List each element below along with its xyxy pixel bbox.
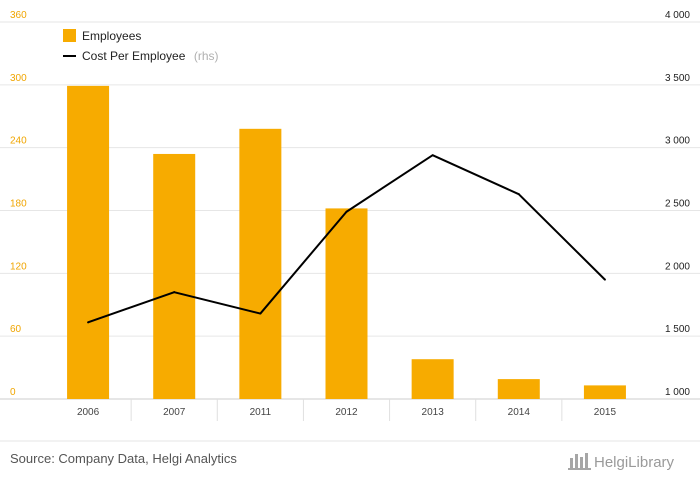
library-icon: [568, 453, 591, 470]
line-series: [87, 154, 606, 324]
y-left-tick-label: 0: [10, 387, 16, 398]
legend-label-cost-name: Cost Per Employee: [82, 49, 186, 63]
bar-employees: [583, 385, 626, 399]
line-point-cost-per-employee: [173, 291, 176, 294]
y-right-tick-label: 3 500: [665, 73, 690, 84]
y-right-tick-label: 4 000: [665, 10, 690, 21]
y-left-tick-label: 360: [10, 10, 27, 21]
y-right-tick-label: 3 000: [665, 136, 690, 147]
legend-swatch-employees: [63, 29, 76, 42]
grid: [0, 21, 700, 421]
line-point-cost-per-employee: [431, 154, 434, 157]
brand-logo: HelgiLibrary: [568, 453, 675, 471]
x-tick-label: 2007: [163, 407, 186, 418]
bar-employees: [67, 85, 110, 399]
y-right-tick-label: 2 000: [665, 261, 690, 272]
x-tick-label: 2013: [422, 407, 445, 418]
y-right-tick-label: 1 000: [665, 387, 690, 398]
line-point-cost-per-employee: [259, 312, 262, 315]
y-left-tick-label: 60: [10, 324, 22, 335]
bars: [67, 85, 626, 400]
legend-label-cost: Cost Per Employee (rhs): [82, 47, 219, 64]
bar-employees: [239, 128, 282, 400]
source-note: Source: Company Data, Helgi Analytics: [10, 451, 237, 466]
legend: Employees Cost Per Employee (rhs): [63, 29, 219, 64]
y-right-tick-label: 1 500: [665, 324, 690, 335]
legend-label-cost-note: (rhs): [194, 49, 219, 63]
y-left-tick-label: 300: [10, 73, 27, 84]
brand-name: HelgiLibrary: [594, 454, 675, 471]
bar-employees: [497, 379, 540, 399]
bar-employees: [411, 359, 454, 399]
y-left-tick-label: 240: [10, 136, 27, 147]
line-point-cost-per-employee: [345, 210, 348, 213]
y-left-tick-label: 180: [10, 199, 27, 210]
y-left-tick-label: 120: [10, 261, 27, 272]
bar-employees: [153, 153, 196, 399]
line-point-cost-per-employee: [603, 278, 606, 281]
x-tick-label: 2012: [335, 407, 358, 418]
axes: 0 60 120 180 240 300 360 1 000 1 500 2 000 2 500 3 …: [10, 10, 690, 418]
x-tick-label: 2011: [250, 407, 272, 418]
x-tick-label: 2006: [77, 407, 100, 418]
line-point-cost-per-employee: [87, 321, 90, 324]
x-tick-label: 2015: [594, 407, 617, 418]
bar-employees: [325, 208, 368, 399]
y-right-tick-label: 2 500: [665, 199, 690, 210]
legend-label-employees: Employees: [82, 29, 141, 43]
line-point-cost-per-employee: [517, 193, 520, 196]
x-tick-label: 2014: [508, 407, 531, 418]
